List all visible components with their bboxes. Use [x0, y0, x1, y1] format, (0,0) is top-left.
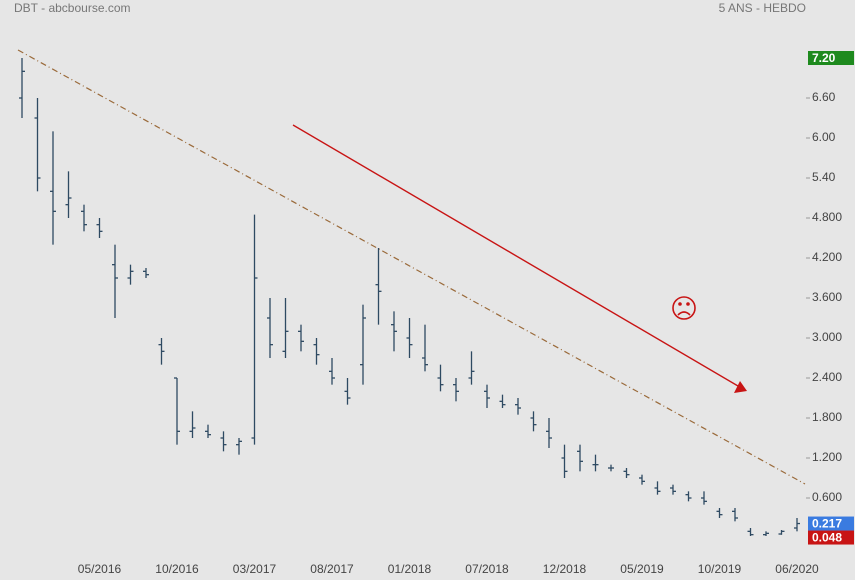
- x-tick-label: 06/2020: [775, 562, 819, 576]
- price-tag-label: 0.048: [812, 531, 842, 545]
- price-tag: [808, 51, 854, 65]
- chart-title: DBT - abcbourse.com: [14, 1, 131, 15]
- y-tick-label: 4.800: [812, 210, 842, 224]
- price-tag: [808, 516, 854, 531]
- sad-face: [672, 296, 696, 320]
- y-tick-label: 1.200: [812, 450, 842, 464]
- x-tick-label: 10/2016: [155, 562, 199, 576]
- x-tick-label: 07/2018: [465, 562, 509, 576]
- trend-arrow: [292, 124, 739, 387]
- x-tick-label: 12/2018: [543, 562, 587, 576]
- x-tick-label: 03/2017: [233, 562, 277, 576]
- x-tick-label: 05/2016: [78, 562, 122, 576]
- y-tick-label: 3.000: [812, 330, 842, 344]
- y-tick-label: 3.600: [812, 290, 842, 304]
- price-tag-label: 7.20: [812, 51, 836, 65]
- y-tick-label: 6.00: [812, 130, 836, 144]
- x-tick-label: 01/2018: [388, 562, 432, 576]
- price-tag: [808, 530, 854, 545]
- x-tick-label: 05/2019: [620, 562, 664, 576]
- y-tick-label: 0.600: [812, 490, 842, 504]
- chart-subtitle: 5 ANS - HEBDO: [719, 1, 806, 15]
- x-tick-label: 08/2017: [310, 562, 354, 576]
- price-tag-label: 0.217: [812, 517, 842, 531]
- y-tick-label: 6.60: [812, 90, 836, 104]
- arrow-head: [734, 381, 747, 393]
- y-tick-label: 5.40: [812, 170, 836, 184]
- y-tick-label: 1.800: [812, 410, 842, 424]
- x-tick-label: 10/2019: [698, 562, 742, 576]
- y-tick-label: 4.200: [812, 250, 842, 264]
- y-tick-label: 2.400: [812, 370, 842, 384]
- trend-line: [17, 49, 806, 485]
